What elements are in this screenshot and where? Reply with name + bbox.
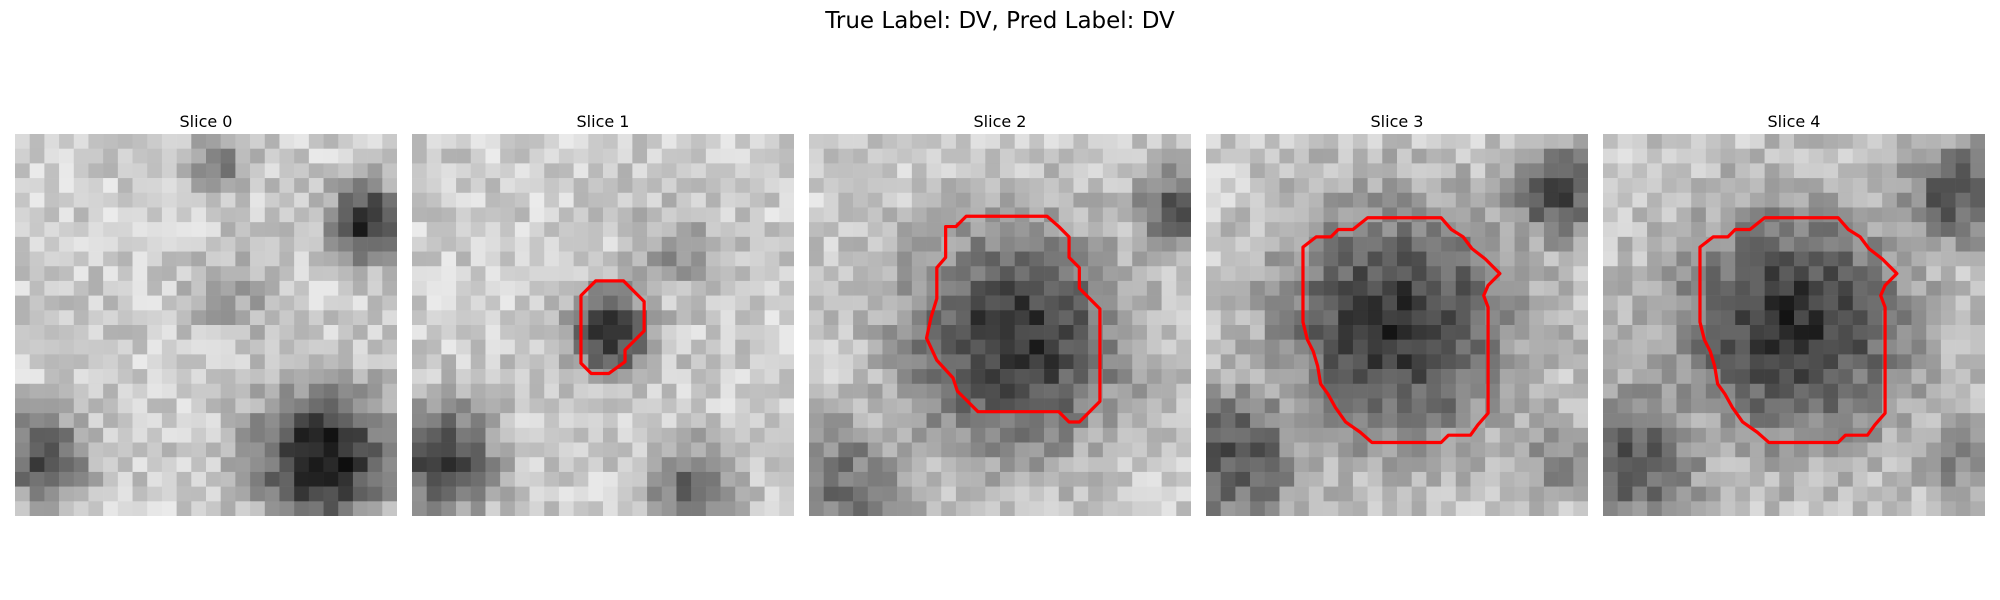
slice-panel-2: Slice 2 [809, 110, 1191, 516]
slice-title: Slice 4 [1767, 112, 1821, 131]
slice-image [412, 134, 794, 516]
slice-title: Slice 0 [179, 112, 233, 131]
segmentation-contour [1698, 216, 1899, 445]
slice-panel-1: Slice 1 [412, 110, 794, 516]
slice-panel-0: Slice 0 [15, 110, 397, 516]
slice-title: Slice 2 [973, 112, 1027, 131]
segmentation-contour [579, 279, 646, 376]
slice-image [809, 134, 1191, 516]
slice-image [1603, 134, 1985, 516]
slice-image [15, 134, 397, 516]
segmentation-contour [1301, 216, 1502, 445]
slice-panel-3: Slice 3 [1206, 110, 1588, 516]
slice-panel-4: Slice 4 [1603, 110, 1985, 516]
segmentation-contour [924, 214, 1102, 424]
figure-title: True Label: DV, Pred Label: DV [825, 8, 1175, 34]
slice-title: Slice 1 [576, 112, 630, 131]
slice-title: Slice 3 [1370, 112, 1424, 131]
slice-image [1206, 134, 1588, 516]
